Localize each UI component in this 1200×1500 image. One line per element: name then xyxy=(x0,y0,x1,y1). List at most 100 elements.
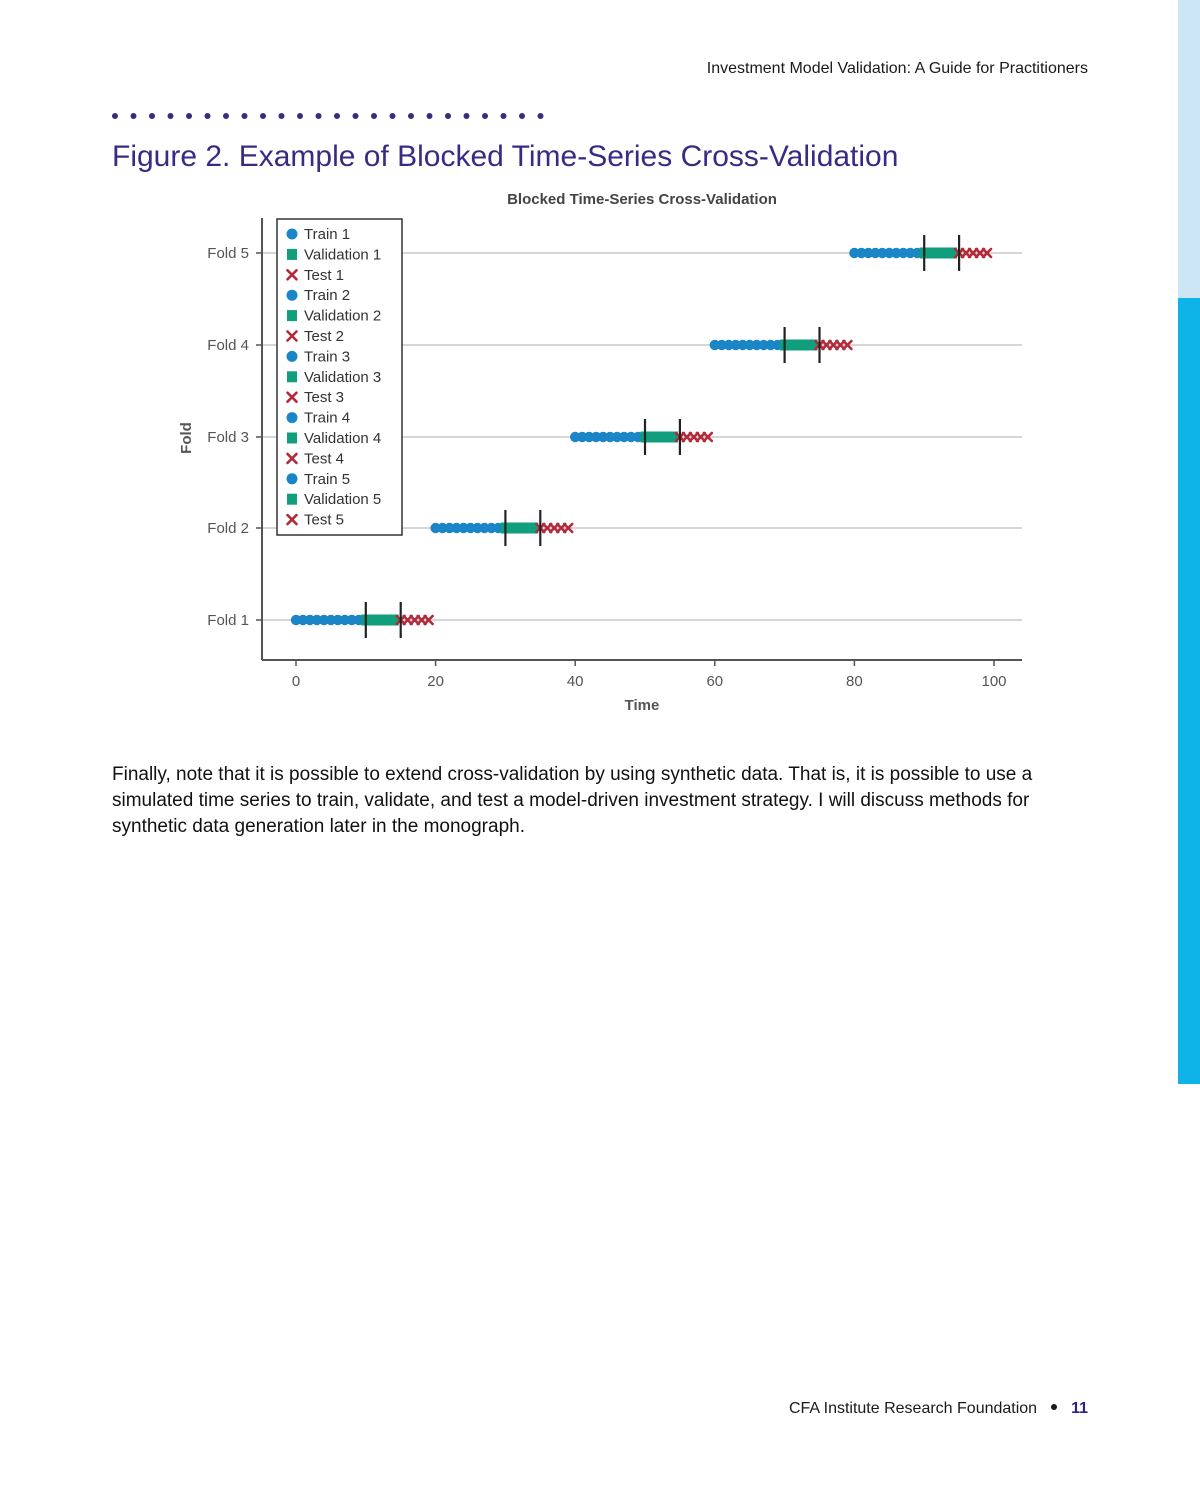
validation-point xyxy=(668,431,678,443)
test-point xyxy=(702,431,714,443)
legend-label: Train 3 xyxy=(304,348,350,365)
rule-dot xyxy=(167,113,174,119)
validation-point xyxy=(933,247,944,259)
validation-point xyxy=(787,339,797,351)
rule-dot xyxy=(426,113,433,119)
y-tick-label: Fold 5 xyxy=(207,245,249,262)
validation-point xyxy=(368,614,378,626)
rule-dot xyxy=(130,113,137,119)
legend-label: Test 4 xyxy=(304,450,344,467)
rule-dot xyxy=(519,113,525,119)
test-point xyxy=(842,339,853,351)
legend-validation-swatch xyxy=(287,310,297,322)
legend-train-swatch xyxy=(286,228,298,240)
legend-train-swatch xyxy=(286,289,298,301)
validation-point xyxy=(661,431,671,443)
legend-test-swatch xyxy=(286,268,298,281)
y-axis-label: Fold xyxy=(178,422,195,454)
validation-point xyxy=(528,522,539,534)
rule-dot xyxy=(445,113,451,119)
running-header: Investment Model Validation: A Guide for… xyxy=(706,60,1088,77)
test-point xyxy=(562,522,574,534)
validation-point xyxy=(940,247,951,259)
page-edge-tab-blue xyxy=(1178,298,1200,1084)
rule-dot xyxy=(223,113,229,119)
legend-label: Validation 1 xyxy=(304,246,381,263)
y-tick-label: Fold 1 xyxy=(207,612,249,629)
legend-box xyxy=(276,218,403,536)
legend-label: Test 3 xyxy=(304,389,344,406)
rule-dot xyxy=(149,113,155,119)
legend-label: Train 5 xyxy=(304,471,350,488)
rule-dot xyxy=(537,113,544,119)
legend-train-swatch xyxy=(286,412,298,424)
footer-bullet-icon xyxy=(1051,1404,1058,1411)
validation-point xyxy=(808,339,818,351)
x-tick-label: 100 xyxy=(981,673,1006,690)
rule-dot xyxy=(241,113,248,119)
x-tick-label: 80 xyxy=(846,673,863,690)
validation-point xyxy=(389,614,399,626)
legend-test-swatch xyxy=(286,391,298,404)
x-tick-label: 40 xyxy=(567,673,584,690)
legend-validation-swatch xyxy=(287,493,297,505)
legend-label: Train 4 xyxy=(304,410,350,427)
legend-validation-swatch xyxy=(287,248,297,260)
footer-publisher: CFA Institute Research Foundation xyxy=(788,1400,1038,1417)
legend-validation-swatch xyxy=(287,432,297,444)
legend-test-swatch xyxy=(286,513,298,526)
legend-label: Train 1 xyxy=(304,226,350,243)
page-footer: CFA Institute Research Foundation 11 xyxy=(789,1400,1088,1418)
y-tick-label: Fold 2 xyxy=(207,520,249,537)
x-axis-label: Time xyxy=(625,697,660,714)
legend-train-swatch xyxy=(286,350,298,362)
rule-dot xyxy=(297,113,303,119)
validation-point xyxy=(947,247,958,259)
chart-title: Blocked Time-Series Cross-Validation xyxy=(507,191,777,208)
legend-label: Test 5 xyxy=(304,512,344,529)
legend-test-swatch xyxy=(286,330,298,342)
legend-label: Validation 4 xyxy=(304,430,381,447)
body-paragraph: Finally, note that it is possible to ext… xyxy=(112,764,1033,837)
rule-dot xyxy=(278,113,285,119)
legend-validation-swatch xyxy=(287,371,297,383)
rule-dot xyxy=(482,113,488,119)
rule-dot xyxy=(389,113,396,119)
x-tick-label: 0 xyxy=(292,673,300,690)
x-tick-label: 20 xyxy=(427,673,444,690)
test-point xyxy=(981,247,993,259)
test-point xyxy=(423,614,434,626)
validation-point xyxy=(926,247,937,259)
y-tick-label: Fold 3 xyxy=(207,429,249,446)
x-tick-label: 60 xyxy=(706,673,723,690)
rule-dot xyxy=(315,113,322,119)
figure-caption: Figure 2. Example of Blocked Time-Series… xyxy=(112,140,899,173)
validation-point xyxy=(647,431,657,443)
decorative-dot-rule xyxy=(112,113,544,119)
validation-point xyxy=(801,339,811,351)
rule-dot xyxy=(260,113,266,119)
cross-validation-chart: Blocked Time-Series Cross-Validation Fol… xyxy=(178,191,1022,714)
legend-label: Train 2 xyxy=(304,287,350,304)
legend-train-swatch xyxy=(286,473,298,485)
legend-label: Test 1 xyxy=(304,267,344,284)
validation-point xyxy=(507,522,518,534)
rule-dot xyxy=(500,113,507,119)
legend-label: Test 2 xyxy=(304,328,344,345)
validation-point xyxy=(521,522,532,534)
validation-point xyxy=(382,614,392,626)
validation-point xyxy=(375,614,385,626)
rule-dot xyxy=(334,113,340,119)
rule-dot xyxy=(112,113,118,119)
legend-label: Validation 2 xyxy=(304,308,381,325)
validation-point xyxy=(654,431,664,443)
rule-dot xyxy=(463,113,470,119)
legend-label: Validation 5 xyxy=(304,491,381,508)
rule-dot xyxy=(186,113,192,119)
page-edge-tab-pale xyxy=(1178,0,1200,298)
legend-label: Validation 3 xyxy=(304,369,381,386)
rule-dot xyxy=(371,113,377,119)
rule-dot xyxy=(352,113,359,119)
y-tick-label: Fold 4 xyxy=(207,337,249,354)
validation-point xyxy=(794,339,804,351)
